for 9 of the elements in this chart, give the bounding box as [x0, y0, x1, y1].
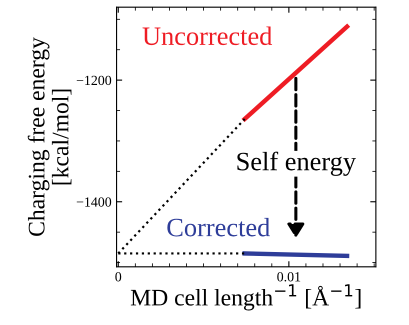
annotation: Self energy	[237, 152, 356, 176]
x-axis-title: MD cell length$^{−1}$ [Å$^{−1}$]	[130, 284, 361, 310]
series-label: Corrected	[167, 218, 270, 236]
x-tick-label: 0.01	[277, 272, 300, 282]
series-label: Uncorrected	[142, 26, 272, 46]
y-axis-title: Charging free energy [kcal/mol]	[28, 37, 72, 236]
y-tick-label: −1200	[76, 76, 112, 86]
y-tick-label: −1400	[76, 197, 112, 207]
x-tick-label: 0	[115, 272, 122, 282]
